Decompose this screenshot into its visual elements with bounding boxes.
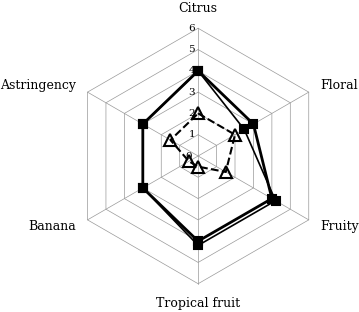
Text: Floral: Floral	[320, 79, 358, 92]
Text: 2: 2	[188, 109, 195, 118]
Text: 0: 0	[185, 152, 192, 160]
Text: 3: 3	[188, 88, 195, 97]
Text: Astringency: Astringency	[0, 79, 76, 92]
Text: 6: 6	[188, 24, 195, 33]
Text: Citrus: Citrus	[179, 2, 218, 16]
Text: Fruity: Fruity	[320, 220, 359, 233]
Text: 4: 4	[188, 66, 195, 75]
Text: 1: 1	[188, 130, 195, 139]
Text: 5: 5	[188, 45, 195, 54]
Text: Banana: Banana	[29, 220, 76, 233]
Text: Tropical fruit: Tropical fruit	[156, 296, 240, 310]
